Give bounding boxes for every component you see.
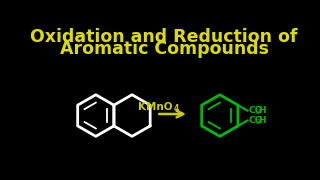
Text: 4: 4	[173, 105, 179, 114]
Text: 2: 2	[256, 119, 260, 125]
Text: CO: CO	[248, 116, 262, 125]
Text: CO: CO	[248, 106, 262, 115]
Text: KMnO: KMnO	[138, 102, 172, 112]
Text: 2: 2	[256, 109, 260, 115]
Text: H: H	[259, 106, 266, 115]
Text: Aromatic Compounds: Aromatic Compounds	[60, 40, 268, 58]
Text: Oxidation and Reduction of: Oxidation and Reduction of	[30, 28, 298, 46]
Text: H: H	[259, 116, 266, 125]
